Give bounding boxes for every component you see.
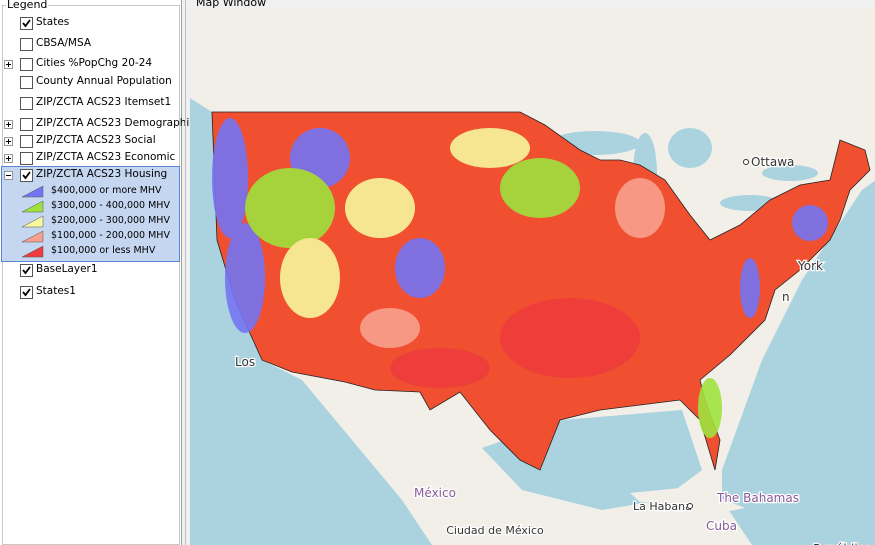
legend-layer: ZIP/ZCTA ACS23 Demographi bbox=[0, 117, 189, 133]
layer-label[interactable]: ZIP/ZCTA ACS23 Economic bbox=[36, 151, 176, 163]
map-place-label: La Habana bbox=[633, 500, 692, 513]
map-place-label: Ottawa bbox=[751, 155, 794, 169]
check-stroke bbox=[22, 266, 31, 275]
layer-checkbox[interactable] bbox=[20, 135, 33, 148]
class-swatch bbox=[21, 215, 44, 228]
layer-label[interactable]: ZIP/ZCTA ACS23 Itemset1 bbox=[36, 96, 172, 108]
layer-checkbox[interactable] bbox=[20, 152, 33, 165]
layer-selection bbox=[1, 166, 180, 262]
map-place-label: The Bahamas bbox=[716, 491, 799, 505]
layer-label[interactable]: ZIP/ZCTA ACS23 Demographi bbox=[36, 117, 190, 129]
swatch-shape bbox=[21, 200, 44, 213]
layer-label[interactable]: States bbox=[36, 16, 70, 28]
city-dot bbox=[743, 159, 749, 165]
layer-expander[interactable] bbox=[4, 137, 13, 146]
check-stroke bbox=[22, 19, 31, 28]
layer-label[interactable]: ZIP/ZCTA ACS23 Social bbox=[36, 134, 156, 146]
map-place-label: México bbox=[414, 486, 456, 500]
class-swatch bbox=[21, 245, 44, 258]
class-label: $300,000 - 400,000 MHV bbox=[51, 200, 170, 211]
layer-expander[interactable] bbox=[4, 60, 13, 69]
legend-layer: ZIP/ZCTA ACS23 Social bbox=[0, 134, 181, 150]
class-swatch bbox=[21, 230, 44, 243]
layer-expander[interactable] bbox=[4, 171, 13, 180]
map-place-label: República bbox=[813, 542, 872, 545]
layer-expander[interactable] bbox=[4, 154, 13, 163]
class-label: $400,000 or more MHV bbox=[51, 185, 162, 196]
layer-expander[interactable] bbox=[4, 120, 13, 129]
expander-icon bbox=[6, 62, 11, 67]
city-dot bbox=[687, 503, 693, 509]
legend-layer: CBSA/MSA bbox=[0, 37, 181, 53]
expander-icon bbox=[6, 139, 11, 144]
check-stroke bbox=[22, 171, 31, 180]
class-label: $100,000 or less MHV bbox=[51, 245, 156, 256]
layer-checkbox[interactable] bbox=[20, 264, 33, 277]
layer-checkbox[interactable] bbox=[20, 118, 33, 131]
check-stroke bbox=[22, 288, 31, 297]
class-label: $100,000 - 200,000 MHV bbox=[51, 230, 170, 241]
layer-checkbox[interactable] bbox=[20, 38, 33, 51]
map-place-label: Cuba bbox=[706, 519, 737, 533]
map-place-label: Los bbox=[235, 355, 255, 369]
layer-checkbox[interactable] bbox=[20, 97, 33, 110]
legend-layer: ZIP/ZCTA ACS23 Itemset1 bbox=[0, 96, 181, 112]
map-choropleth-patches bbox=[212, 118, 828, 438]
map-place-label: n bbox=[782, 290, 790, 304]
legend-layer: ZIP/ZCTA ACS23 Housing bbox=[0, 168, 181, 184]
legend-layer: County Annual Population bbox=[0, 75, 181, 91]
check-mark bbox=[22, 19, 31, 28]
layer-checkbox[interactable] bbox=[20, 286, 33, 299]
map-place-label: Ciudad de México bbox=[446, 524, 544, 537]
legend-layer: States1 bbox=[0, 285, 181, 301]
swatch-shape bbox=[21, 245, 44, 258]
layer-label[interactable]: BaseLayer1 bbox=[36, 263, 98, 275]
swatch-shape bbox=[21, 215, 44, 228]
map-window[interactable]: Map Window Ot bbox=[185, 0, 875, 545]
legend-layer: BaseLayer1 bbox=[0, 263, 181, 279]
legend-layer: Cities %PopChg 20-24 bbox=[0, 57, 181, 73]
layer-label[interactable]: States1 bbox=[36, 285, 76, 297]
check-mark bbox=[22, 288, 31, 297]
layer-label[interactable]: ZIP/ZCTA ACS23 Housing bbox=[36, 168, 168, 180]
check-mark bbox=[22, 171, 31, 180]
layer-checkbox[interactable] bbox=[20, 169, 33, 182]
legend-title: Legend bbox=[6, 0, 49, 11]
layer-label[interactable]: County Annual Population bbox=[36, 75, 172, 87]
map-place-label: York bbox=[797, 259, 823, 273]
layer-checkbox[interactable] bbox=[20, 58, 33, 71]
map-window-title: Map Window bbox=[194, 0, 269, 9]
expander-icon bbox=[6, 122, 11, 127]
layer-checkbox[interactable] bbox=[20, 17, 33, 30]
class-swatch bbox=[21, 185, 44, 198]
map[interactable]: Ottawa York n Los México La Habana The Bahamas… bbox=[190, 8, 875, 545]
swatch-shape bbox=[21, 230, 44, 243]
class-swatch bbox=[21, 200, 44, 213]
expander-icon bbox=[6, 175, 11, 176]
class-label: $200,000 - 300,000 MHV bbox=[51, 215, 170, 226]
legend-panel: Legend States CBSA/MSA Cities %PopChg 20-2… bbox=[0, 0, 189, 545]
layer-checkbox[interactable] bbox=[20, 76, 33, 89]
layer-label[interactable]: CBSA/MSA bbox=[36, 37, 92, 49]
layer-label[interactable]: Cities %PopChg 20-24 bbox=[36, 57, 153, 69]
expander-icon bbox=[6, 156, 11, 161]
legend-layer: ZIP/ZCTA ACS23 Economic bbox=[0, 151, 181, 167]
swatch-shape bbox=[21, 185, 44, 198]
check-mark bbox=[22, 266, 31, 275]
legend-layer: States bbox=[0, 16, 181, 32]
